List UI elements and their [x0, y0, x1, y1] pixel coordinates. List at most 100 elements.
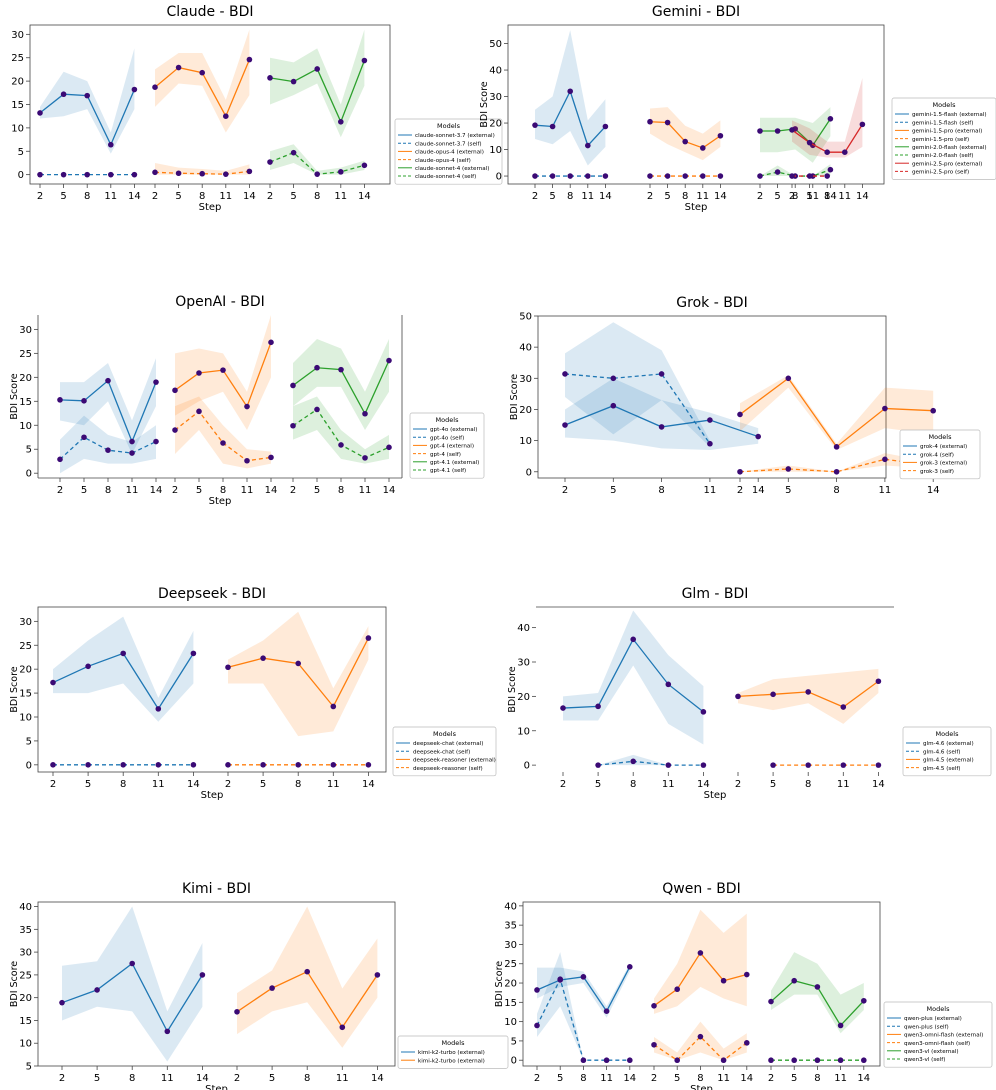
data-point [338, 442, 344, 448]
data-point [840, 762, 847, 768]
data-point [220, 367, 226, 373]
y-tick-label: 20 [19, 665, 32, 676]
data-point [129, 960, 135, 967]
x-tick-label: 2 [57, 485, 63, 496]
data-point [833, 444, 840, 450]
data-point [707, 417, 713, 423]
chart-panel: Grok - BDI 0 10 20 30 40 50 BDI Score 2 5 8 11 14 2 5 8… [509, 295, 981, 496]
x-tick-label: 5 [785, 485, 791, 496]
plot-frame [522, 901, 881, 1067]
y-tick-label: 10 [519, 436, 532, 447]
data-point [290, 149, 297, 156]
x-tick-label: 14 [150, 485, 163, 496]
confidence-band [598, 754, 704, 766]
data-point [707, 440, 713, 447]
x-tick-label: 2 [234, 1073, 240, 1084]
x-tick-label: 5 [196, 485, 202, 496]
x-tick-label: 11 [336, 1073, 349, 1084]
plot-frame [37, 901, 396, 1067]
legend-label: claude-opus-4 (external) [415, 150, 484, 156]
legend-title: Models [933, 101, 957, 109]
x-tick-label: 5 [269, 1073, 275, 1084]
x-tick-label: 5 [81, 485, 87, 496]
x-tick-label: 11 [359, 485, 372, 496]
x-tick-label: 8 [199, 191, 205, 202]
data-point [737, 411, 743, 418]
x-tick-label: 11 [152, 779, 165, 790]
y-tick-label: 0 [26, 760, 32, 771]
y-tick-label: 30 [19, 948, 32, 959]
data-point [859, 121, 866, 128]
chart-title: Gemini - BDI [652, 4, 740, 20]
legend-box [902, 726, 992, 777]
legend-label: gemini-2.0-flash (external) [912, 145, 987, 151]
chart-title: Qwen - BDI [662, 881, 740, 897]
data-point [674, 1057, 680, 1064]
y-tick-label: 10 [11, 123, 24, 134]
chart-title: Kimi - BDI [182, 881, 251, 897]
x-tick-label: 2 [735, 779, 741, 790]
data-point [658, 424, 665, 430]
data-point [304, 968, 311, 975]
plot-border [522, 901, 881, 1067]
legend-label: gpt-4 (external) [430, 444, 474, 450]
x-tick-label: 8 [567, 191, 573, 202]
x-tick-label: 8 [129, 1073, 135, 1084]
plot-frame [507, 24, 885, 185]
y-tick-label: 5 [26, 736, 32, 747]
series-line [598, 760, 704, 766]
x-tick-label: 8 [824, 191, 830, 202]
legend-label: qwen3-omni-flash (self) [904, 1041, 970, 1047]
y-tick-label: 30 [11, 30, 24, 41]
data-point [365, 762, 372, 768]
series-line [564, 373, 711, 445]
x-axis-label: Step [685, 202, 708, 213]
x-tick-label: 5 [549, 191, 555, 202]
x-tick-label: 2 [290, 485, 296, 496]
y-tick-label: 20 [517, 692, 530, 703]
data-point [930, 407, 936, 414]
confidence-band [270, 29, 365, 138]
confidence-band [60, 358, 156, 455]
y-tick-label: 25 [11, 53, 24, 64]
y-tick-label: 20 [519, 405, 532, 416]
legend-label: claude-sonnet-4 (self) [415, 174, 476, 180]
data-point [549, 173, 556, 179]
x-tick-label: 11 [241, 485, 254, 496]
legend-label: gemini-1.5-pro (external) [912, 129, 982, 135]
data-point [105, 447, 111, 453]
x-tick-label: 8 [805, 779, 811, 790]
series-line [154, 170, 250, 175]
x-tick-label: 2 [59, 1073, 65, 1084]
x-axis-label: Step [690, 1084, 713, 1090]
legend-label: gemini-1.5-flash (external) [912, 112, 987, 118]
confidence-band [40, 48, 135, 154]
data-point [700, 173, 706, 179]
data-point [697, 950, 704, 956]
data-point [290, 382, 296, 389]
data-point [658, 371, 665, 377]
x-tick-label: 5 [60, 191, 66, 202]
y-tick-label: 25 [19, 970, 32, 981]
y-tick-label: 0 [26, 469, 32, 480]
x-axis-label: Step [209, 496, 232, 507]
x-tick-label: 14 [752, 485, 765, 496]
y-axis-label: BDI Score [9, 666, 20, 712]
x-axis-label: Step [199, 202, 222, 213]
y-tick-label: 5 [26, 445, 32, 456]
data-point [60, 171, 67, 178]
data-point [225, 762, 231, 768]
data-point [875, 762, 882, 768]
plot-frame [37, 606, 387, 773]
data-point [267, 75, 273, 81]
x-tick-label: 14 [358, 191, 371, 202]
data-point [647, 118, 653, 125]
y-tick-label: 35 [19, 925, 32, 936]
data-point [789, 127, 795, 133]
plot-border [537, 315, 887, 479]
x-tick-label: 5 [610, 485, 616, 496]
legend-label: claude-opus-4 (self) [415, 158, 471, 164]
data-point [664, 119, 671, 126]
x-tick-label: 8 [833, 485, 839, 496]
